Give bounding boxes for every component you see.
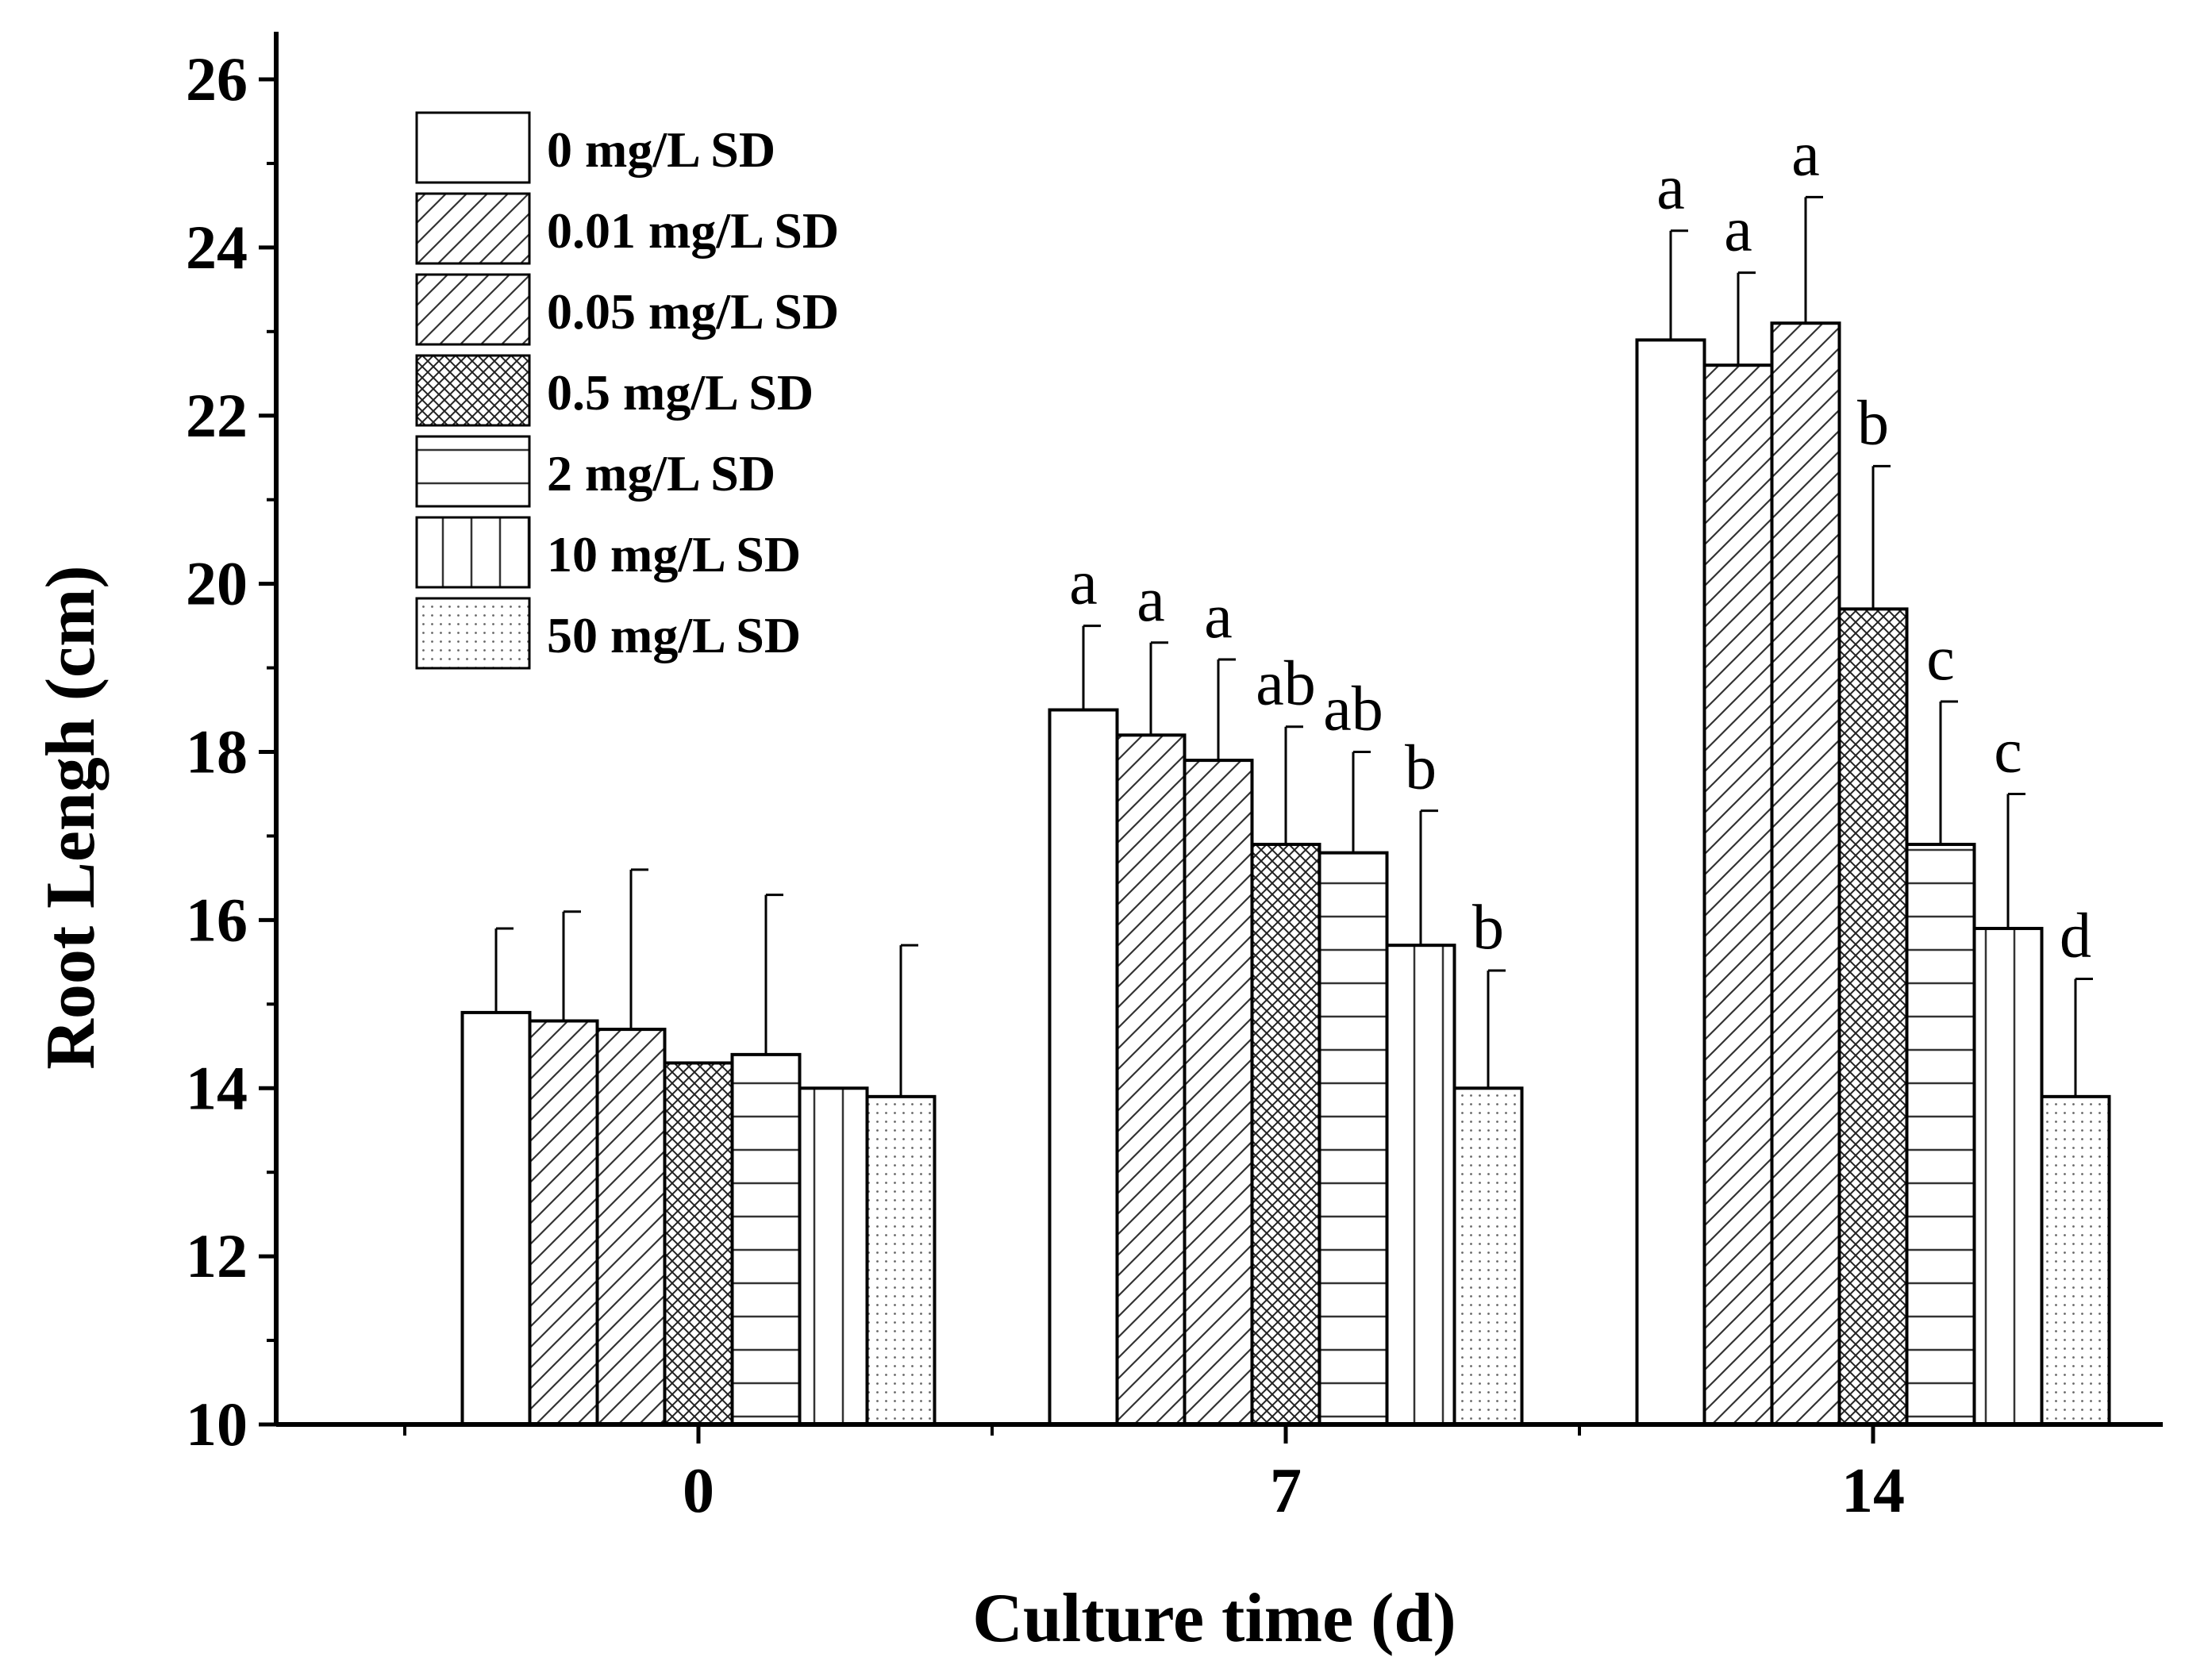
y-axis-label: Root Lengh (cm)	[33, 565, 110, 1069]
legend-swatch	[415, 516, 531, 589]
x-tick-label: 7	[1270, 1456, 1302, 1526]
bar	[1452, 1086, 1524, 1426]
bar	[1972, 926, 2044, 1426]
legend-label: 10 mg/L SD	[547, 526, 801, 582]
significance-letter: ab	[1256, 649, 1316, 719]
y-tick-label: 24	[186, 213, 248, 282]
y-tick-label: 22	[186, 381, 248, 450]
bar	[1385, 944, 1456, 1426]
significance-letter: a	[1656, 153, 1685, 223]
x-tick-label: 14	[1841, 1456, 1905, 1526]
significance-letter: c	[1926, 624, 1955, 694]
significance-letter: a	[1791, 119, 1820, 189]
x-axis-label: Culture time (d)	[972, 1580, 1456, 1657]
significance-letter: a	[1204, 582, 1233, 652]
y-tick-label: 12	[186, 1221, 248, 1290]
bar	[528, 1019, 599, 1426]
bar	[865, 1094, 937, 1426]
legend-label: 50 mg/L SD	[547, 607, 801, 663]
legend-label: 0.01 mg/L SD	[547, 202, 839, 259]
bar	[1702, 363, 1774, 1426]
legend-swatch	[415, 354, 531, 427]
bar	[1048, 708, 1119, 1426]
bar	[1183, 759, 1254, 1426]
bar	[2040, 1094, 2111, 1426]
bar	[1318, 851, 1389, 1426]
y-tick-label: 14	[186, 1053, 248, 1122]
y-tick-label: 18	[186, 717, 248, 786]
significance-letter: b	[1857, 388, 1889, 458]
bar	[730, 1052, 802, 1426]
legend-label: 0 mg/L SD	[547, 121, 775, 178]
y-tick-label: 10	[186, 1390, 248, 1459]
legend-label: 0.05 mg/L SD	[547, 283, 839, 340]
legend-swatch	[415, 435, 531, 508]
significance-letter: b	[1405, 733, 1437, 803]
bar	[1635, 338, 1706, 1426]
legend-label: 0.5 mg/L SD	[547, 364, 814, 421]
legend-swatch	[415, 273, 531, 346]
bar	[1115, 733, 1187, 1426]
bar	[798, 1086, 869, 1426]
significance-letter: ab	[1323, 675, 1383, 744]
bar	[663, 1061, 734, 1426]
bar	[1837, 607, 1909, 1426]
bar	[1250, 843, 1321, 1426]
y-tick-label: 20	[186, 549, 248, 618]
bar	[1905, 843, 1976, 1426]
legend-swatch	[415, 111, 531, 184]
significance-letter: a	[1069, 548, 1098, 618]
significance-letter: b	[1472, 893, 1504, 963]
legend-label: 2 mg/L SD	[547, 445, 775, 502]
legend-swatch	[415, 192, 531, 265]
y-tick-label: 26	[186, 44, 248, 113]
y-tick-label: 16	[186, 885, 248, 954]
bar	[595, 1028, 667, 1426]
significance-letter: c	[1994, 716, 2022, 786]
significance-letter: d	[2060, 902, 2091, 971]
bar	[460, 1010, 532, 1426]
significance-letter: a	[1724, 195, 1752, 265]
x-tick-label: 0	[683, 1456, 714, 1526]
legend-swatch	[415, 597, 531, 670]
bar	[1770, 321, 1841, 1426]
significance-letter: a	[1137, 565, 1165, 635]
